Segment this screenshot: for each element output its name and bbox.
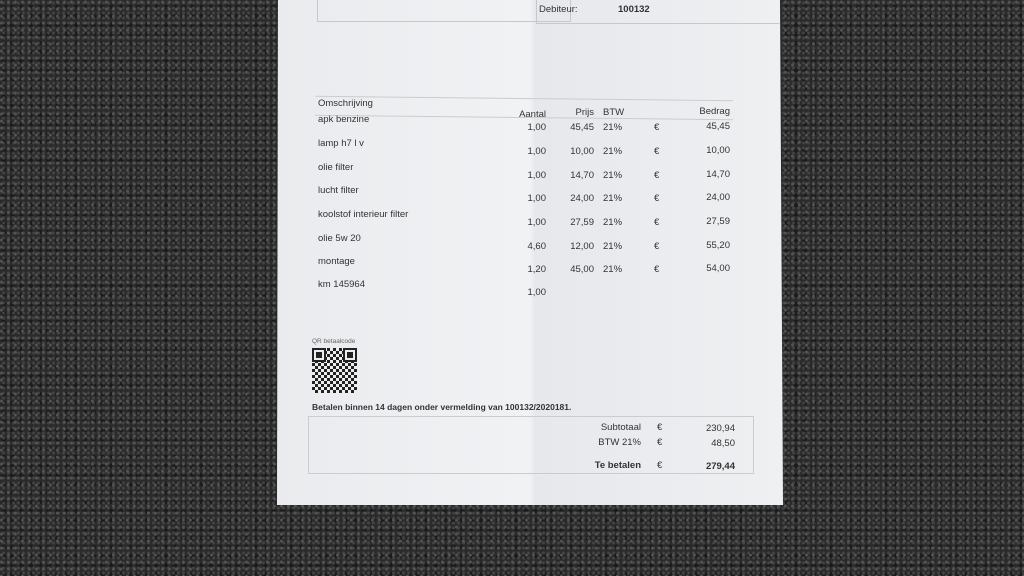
total-label: Te betalen: [594, 460, 641, 471]
subtotal-label: Subtotaal: [600, 422, 641, 433]
debiteur-value: 100132: [618, 4, 650, 15]
line-item-vat: 21%: [603, 241, 623, 252]
line-item-quantity: 1,00: [527, 217, 547, 228]
total-value: 279,44: [705, 461, 735, 472]
line-item-amount: 14,70: [706, 169, 730, 180]
line-item-quantity: 1,20: [527, 264, 547, 275]
line-item-quantity: 1,00: [527, 122, 547, 133]
line-item-description: apk benzine: [318, 114, 370, 125]
line-item-price: 12,00: [570, 241, 594, 252]
line-item-amount: 55,20: [706, 240, 730, 251]
line-item-amount: 54,00: [706, 263, 730, 274]
line-item-description: olie 5w 20: [318, 233, 361, 244]
col-prijs: Prijs: [575, 107, 594, 118]
line-item-vat: 21%: [603, 264, 623, 275]
vat-currency: €: [657, 437, 663, 448]
line-item-price: 27,59: [570, 217, 594, 228]
payment-note: Betalen binnen 14 dagen onder vermelding…: [312, 402, 572, 412]
line-item-description: lucht filter: [318, 185, 359, 196]
line-item-quantity: 1,00: [527, 146, 547, 157]
line-item-currency: €: [654, 241, 660, 252]
invoice-paper: Debiteur: 100132 Omschrijving Aantal Pri…: [277, 0, 783, 505]
line-item-amount: 27,59: [706, 216, 730, 227]
line-item-quantity: 1,00: [527, 170, 547, 181]
subtotal-currency: €: [657, 422, 663, 433]
line-item-description: olie filter: [318, 162, 354, 173]
line-item-amount: 10,00: [706, 145, 730, 156]
address-box: [317, 0, 571, 22]
col-omschrijving: Omschrijving: [318, 98, 373, 109]
line-item-price: 10,00: [570, 146, 594, 157]
qr-code: [312, 348, 357, 393]
line-item-quantity: 4,60: [527, 241, 547, 252]
vat-value: 48,50: [711, 438, 735, 449]
line-item-description: km 145964: [318, 279, 366, 290]
line-item-description: montage: [318, 256, 355, 267]
line-item-currency: €: [654, 264, 660, 275]
line-item-price: 45,45: [570, 122, 594, 133]
line-item-description: lamp h7 l v: [318, 138, 364, 149]
invoice-info-box: [536, 0, 782, 24]
line-item-vat: 21%: [603, 193, 623, 204]
vat-label: BTW 21%: [598, 437, 641, 448]
line-item-quantity: 1,00: [527, 193, 547, 204]
line-item-amount: 45,45: [706, 121, 730, 132]
line-item-price: 24,00: [570, 193, 594, 204]
totals-box: [308, 416, 754, 474]
subtotal-value: 230,94: [705, 423, 735, 434]
line-item-price: 14,70: [570, 170, 594, 181]
debiteur-label: Debiteur:: [539, 4, 578, 15]
line-item-vat: 21%: [603, 146, 623, 157]
line-item-currency: €: [654, 170, 660, 181]
line-item-currency: €: [654, 217, 660, 228]
line-item-vat: 21%: [603, 122, 623, 133]
col-aantal: Aantal: [519, 109, 546, 120]
qr-label: QR betaalcode: [312, 338, 356, 345]
total-currency: €: [657, 460, 663, 471]
line-item-currency: €: [654, 122, 660, 133]
line-item-description: koolstof interieur filter: [318, 209, 409, 220]
line-item-price: 45,00: [570, 264, 594, 275]
line-item-amount: 24,00: [706, 192, 730, 203]
line-item-vat: 21%: [603, 217, 623, 228]
line-item-vat: 21%: [603, 170, 623, 181]
col-btw: BTW: [603, 107, 625, 118]
line-item-quantity: 1,00: [527, 287, 547, 298]
line-item-currency: €: [654, 146, 660, 157]
col-bedrag: Bedrag: [699, 106, 730, 117]
line-item-currency: €: [654, 193, 660, 204]
